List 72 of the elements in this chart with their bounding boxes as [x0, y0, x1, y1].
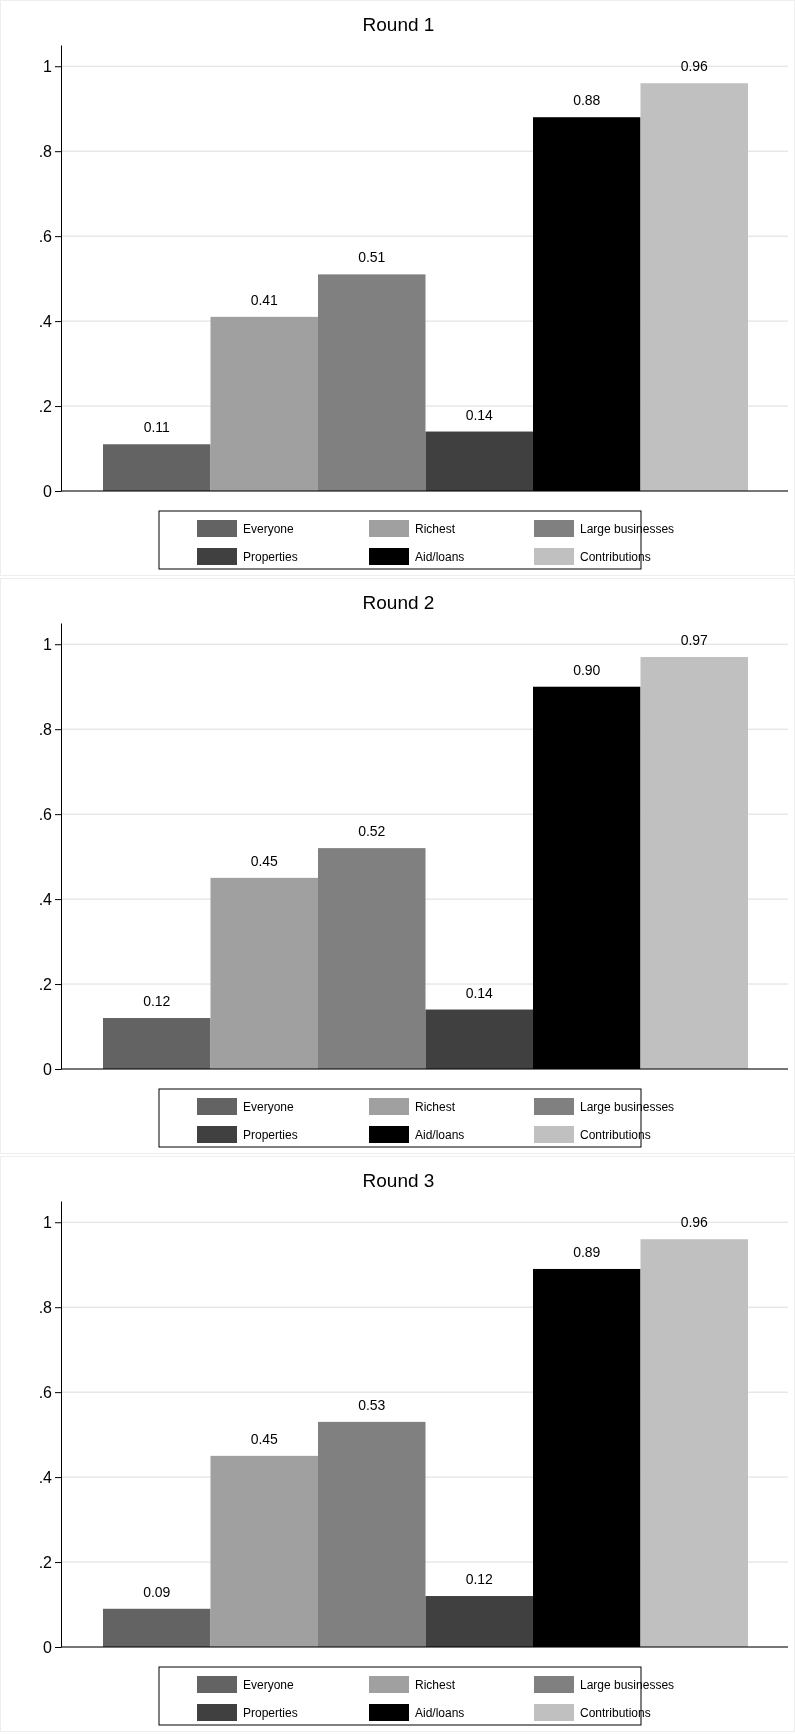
data-label: 0.14 — [465, 406, 494, 423]
bar — [425, 1009, 533, 1069]
legend-label: Richest — [415, 522, 456, 536]
bar — [103, 444, 211, 491]
y-tick-label: .6 — [38, 1383, 53, 1401]
bar — [640, 656, 748, 1069]
y-tick-label: .2 — [38, 397, 53, 415]
legend-label: Aid/loans — [415, 550, 465, 564]
y-tick-label: 0 — [43, 1060, 53, 1078]
legend-label: Contributions — [580, 550, 651, 564]
data-label: 0.51 — [358, 249, 386, 266]
legend-label: Everyone — [243, 1678, 295, 1692]
legend-label: Properties — [243, 1128, 298, 1142]
data-label: 0.97 — [680, 631, 709, 648]
y-tick-label: 0 — [43, 482, 53, 500]
data-label: 0.11 — [143, 419, 171, 436]
bar — [318, 1421, 426, 1647]
legend-label: Everyone — [243, 1100, 295, 1114]
y-tick-label: .4 — [38, 312, 53, 330]
legend-label: Aid/loans — [415, 1706, 465, 1720]
data-label: 0.89 — [573, 1243, 601, 1260]
bar — [103, 1018, 211, 1069]
legend-label: Contributions — [580, 1128, 651, 1142]
y-tick-label: .8 — [38, 1298, 53, 1316]
legend-label: Properties — [243, 1706, 298, 1720]
data-label: 0.52 — [358, 823, 386, 840]
bar — [640, 1239, 748, 1647]
data-label: 0.90 — [573, 661, 601, 678]
y-tick-label: 1 — [43, 1213, 53, 1231]
legend-label: Aid/loans — [415, 1128, 465, 1142]
data-label: 0.45 — [250, 1430, 279, 1447]
y-tick-label: .2 — [38, 975, 53, 993]
bar — [640, 83, 748, 491]
data-label: 0.53 — [358, 1396, 386, 1413]
y-tick-label: .2 — [38, 1553, 53, 1571]
legend-label: Everyone — [243, 522, 295, 536]
data-label: 0.96 — [680, 58, 709, 75]
y-tick-label: .6 — [38, 805, 53, 823]
data-label: 0.41 — [250, 291, 279, 308]
bar — [318, 274, 426, 491]
bar — [318, 848, 426, 1069]
data-label: 0.88 — [573, 92, 601, 109]
data-label: 0.09 — [143, 1583, 171, 1600]
chart-title: Round 3 — [362, 1170, 435, 1191]
bar — [425, 1596, 533, 1647]
bar — [210, 877, 318, 1069]
data-label: 0.96 — [680, 1214, 709, 1231]
legend-label: Richest — [415, 1678, 456, 1692]
bar — [103, 1608, 211, 1647]
y-tick-label: .8 — [38, 720, 53, 738]
data-label: 0.45 — [250, 852, 279, 869]
y-tick-label: 0 — [43, 1638, 53, 1656]
data-label: 0.14 — [465, 984, 494, 1001]
data-label: 0.12 — [465, 1571, 494, 1588]
y-tick-label: .4 — [38, 1468, 53, 1486]
y-tick-label: 1 — [43, 57, 53, 75]
y-tick-label: .6 — [38, 227, 53, 245]
data-label: 0.12 — [143, 993, 171, 1010]
legend-label: Properties — [243, 550, 298, 564]
bar — [210, 1455, 318, 1647]
chart-title: Round 2 — [362, 592, 435, 613]
legend-label: Contributions — [580, 1706, 651, 1720]
y-tick-label: .4 — [38, 890, 53, 908]
bar — [425, 431, 533, 491]
legend-label: Large businesses — [580, 1100, 675, 1114]
legend-label: Large businesses — [580, 522, 675, 536]
chart-title: Round 1 — [362, 14, 435, 35]
y-tick-label: .8 — [38, 142, 53, 160]
legend-label: Large businesses — [580, 1678, 675, 1692]
bar — [210, 316, 318, 491]
y-tick-label: 1 — [43, 635, 53, 653]
legend-label: Richest — [415, 1100, 456, 1114]
